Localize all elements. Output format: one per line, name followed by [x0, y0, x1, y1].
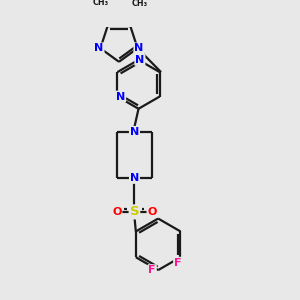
Text: O: O — [147, 207, 157, 217]
Text: N: N — [135, 55, 145, 65]
Text: CH₃: CH₃ — [132, 0, 148, 8]
Text: CH₃: CH₃ — [93, 0, 109, 8]
Text: N: N — [130, 173, 139, 183]
Text: N: N — [134, 43, 143, 53]
Text: N: N — [94, 43, 104, 53]
Text: N: N — [116, 92, 125, 101]
Text: F: F — [174, 258, 182, 268]
Text: N: N — [130, 127, 139, 137]
Text: O: O — [112, 207, 122, 217]
Text: S: S — [130, 206, 139, 218]
Text: F: F — [148, 265, 156, 275]
